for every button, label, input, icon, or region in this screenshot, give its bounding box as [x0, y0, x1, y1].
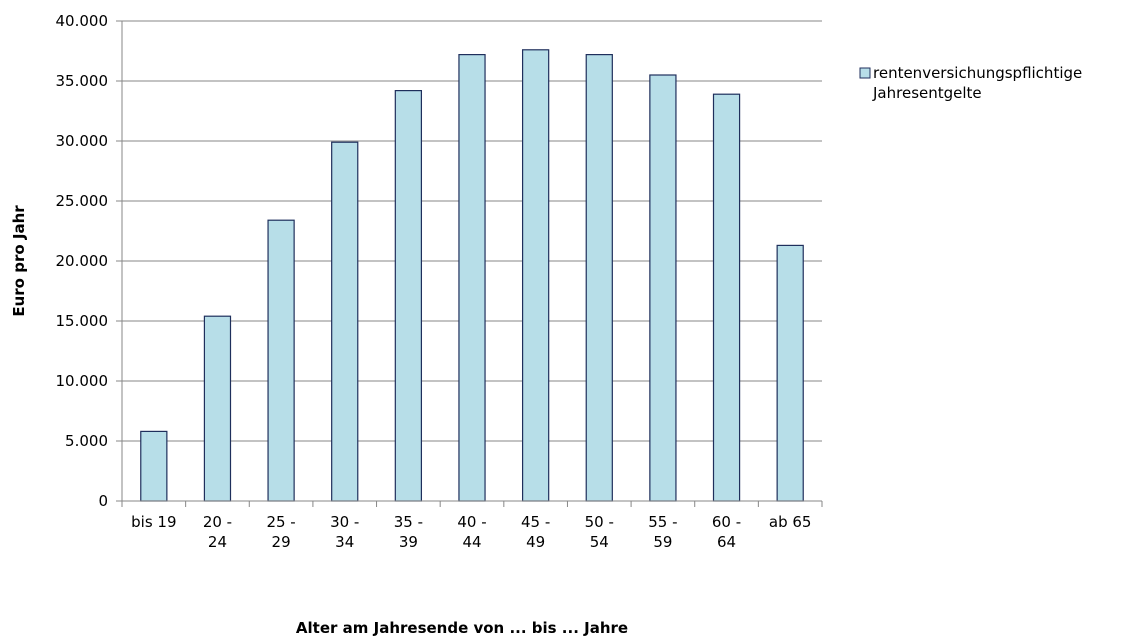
bar — [203, 315, 232, 502]
x-tick-label: 55 -59 — [648, 513, 677, 551]
bar — [394, 89, 423, 502]
bar — [712, 93, 741, 502]
bar — [140, 430, 168, 502]
y-tick-label: 30.000 — [56, 132, 109, 150]
x-tick-label: 60 -64 — [712, 513, 741, 551]
x-tick-label: 35 -39 — [394, 513, 423, 551]
y-axis-title: Euro pro Jahr — [10, 205, 28, 317]
y-tick-label: 10.000 — [56, 372, 109, 390]
y-tick-label: 15.000 — [56, 312, 109, 330]
bar — [458, 53, 486, 502]
legend-label: rentenversichungspflichtige Jahresentgelt… — [872, 64, 1082, 102]
y-tick-label: 0 — [98, 492, 108, 510]
bar — [521, 49, 550, 502]
x-axis-title: Alter am Jahresende von ... bis ... Jahr… — [296, 619, 628, 637]
x-tick-label: 45 -49 — [521, 513, 550, 551]
x-tick-label: 20 -24 — [203, 513, 232, 551]
bar — [776, 244, 804, 502]
y-tick-label: 20.000 — [56, 252, 109, 270]
y-tick-label: 5.000 — [65, 432, 108, 450]
bar — [585, 53, 613, 502]
legend-swatch — [859, 67, 871, 79]
x-tick-label: ab 65 — [769, 513, 812, 531]
x-tick-label: 40 -44 — [457, 513, 486, 551]
x-tick-label: bis 19 — [131, 513, 176, 531]
x-tick-label: 30 -34 — [330, 513, 359, 551]
x-tick-label: 50 -54 — [585, 513, 614, 551]
y-tick-label: 35.000 — [56, 72, 109, 90]
x-tick-label: 25 -29 — [266, 513, 295, 551]
y-tick-label: 40.000 — [56, 12, 109, 30]
bar — [649, 74, 677, 502]
bar — [267, 219, 295, 502]
y-tick-label: 25.000 — [56, 192, 109, 210]
bar — [331, 141, 359, 502]
